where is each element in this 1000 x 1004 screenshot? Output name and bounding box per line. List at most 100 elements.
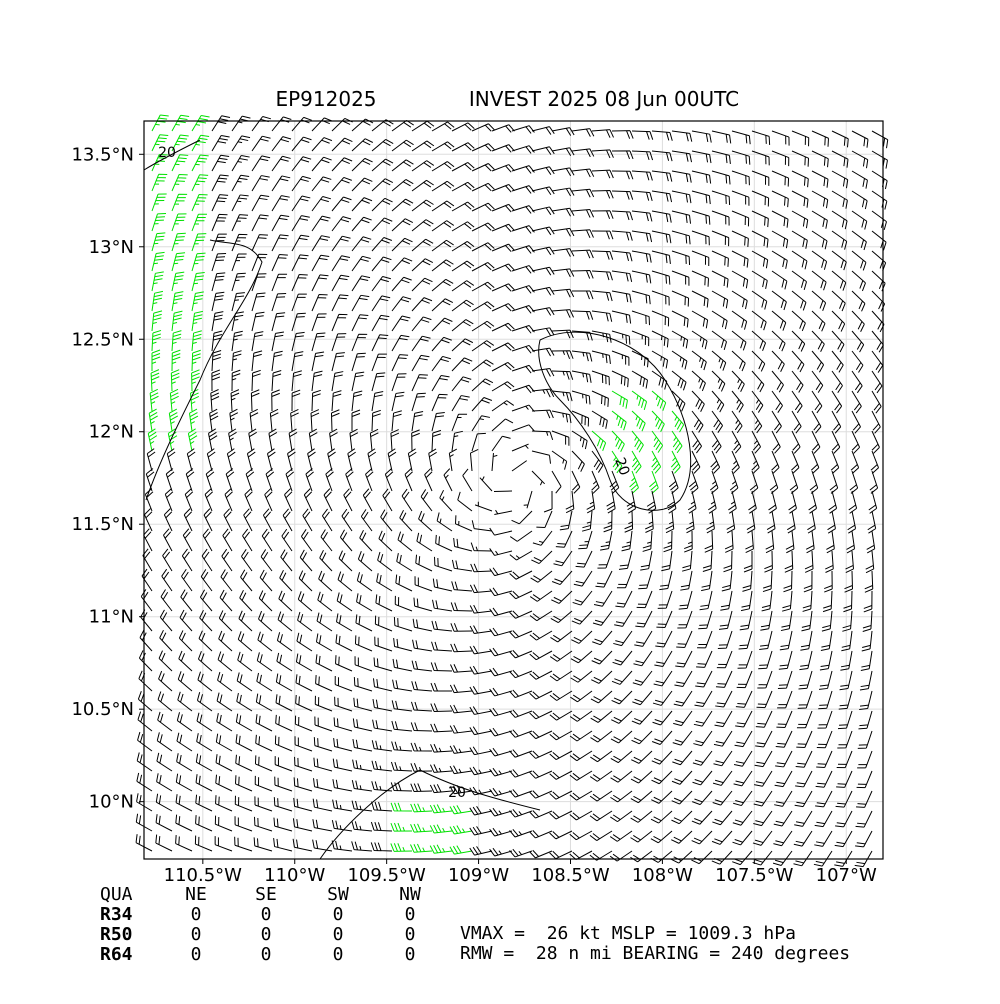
wind-barb [312,352,324,371]
wind-barb [590,811,612,821]
wind-barb [139,671,152,691]
wind-barb [392,297,411,311]
wind-barb [762,591,772,611]
wind-barb [366,469,374,491]
wind-barb [372,761,392,771]
wind-barb [472,416,490,431]
wind-barb [715,711,732,727]
wind-barb [278,612,292,631]
wind-barb [225,489,233,511]
wind-barb [216,754,232,771]
wind-barb [572,451,584,472]
wind-barb [372,296,390,311]
wind-barb [510,571,532,579]
wind-barb [470,666,492,674]
wind-barb [402,489,412,511]
wind-barb [792,351,804,372]
wind-barb [272,215,289,231]
wind-barb [593,611,612,625]
wind-barb [332,138,352,151]
wind-barb [852,331,864,352]
wind-barb [391,782,412,791]
wind-barb [392,258,412,271]
wind-barb [772,191,788,207]
wind-barb [652,251,670,264]
wind-barb [312,314,327,331]
wind-barb [597,551,612,568]
wind-barb [632,271,651,283]
table-header: SE [255,884,277,905]
table-cell: 0 [261,904,272,925]
wind-barb [449,449,456,471]
wind-barb [764,551,772,572]
wind-barb [261,549,272,571]
wind-barb [632,431,643,452]
wind-barb [490,768,512,776]
wind-barb [450,846,472,855]
wind-barb [490,728,512,736]
wind-barb [388,449,396,471]
wind-barb [654,651,672,666]
wind-barb [157,753,172,771]
wind-barb [578,531,592,549]
wind-barb [812,411,821,433]
table-cell: R64 [100,944,133,965]
wind-barb [592,331,611,343]
wind-barb [852,131,868,148]
wind-barb [236,755,252,771]
wind-barb [672,391,685,411]
wind-barb [733,791,752,806]
wind-barb [804,571,812,592]
wind-barb [675,651,692,667]
wind-barb [451,644,472,652]
wind-barb [274,797,292,811]
wind-barb [752,451,760,473]
wind-barb [852,151,868,168]
wind-barb [582,511,592,531]
wind-barb [312,118,332,131]
wind-barb [570,851,592,860]
wind-barb [206,469,214,491]
wind-barb [792,291,806,310]
wind-barb [807,511,815,533]
wind-barb [372,802,392,811]
wind-barb [224,509,232,531]
wind-barb [705,531,713,552]
wind-barb [572,391,590,404]
wind-barb [832,371,842,393]
wind-barb [452,162,474,171]
wind-barb [411,722,432,731]
wind-barb [732,151,750,165]
wind-barb [733,831,752,845]
wind-barb [550,851,572,859]
wind-barb [673,731,692,745]
wind-barb [152,350,160,371]
wind-barb [532,287,554,295]
wind-barb [471,543,492,551]
wind-barb [532,328,554,336]
wind-barb [197,692,212,711]
wind-barb [552,391,572,401]
wind-barb [692,811,712,824]
wind-barb [612,171,633,179]
wind-barb [490,588,512,596]
wind-barb [236,734,252,751]
wind-barb [490,848,512,856]
wind-barb [510,591,532,599]
wind-barb [152,272,164,291]
wind-barb [772,171,789,187]
wind-barb [739,631,752,649]
wind-barb [411,783,432,791]
wind-barb [164,509,172,531]
wind-barb [776,731,792,747]
wind-barb [633,651,652,666]
wind-barb [717,651,732,668]
wind-barb [745,531,753,553]
wind-barb [375,637,392,651]
wind-barb [192,311,203,331]
wind-barb [822,611,832,631]
wind-barb [532,348,554,356]
wind-barb [338,572,352,591]
wind-barb [829,491,837,513]
wind-barb [192,175,208,191]
